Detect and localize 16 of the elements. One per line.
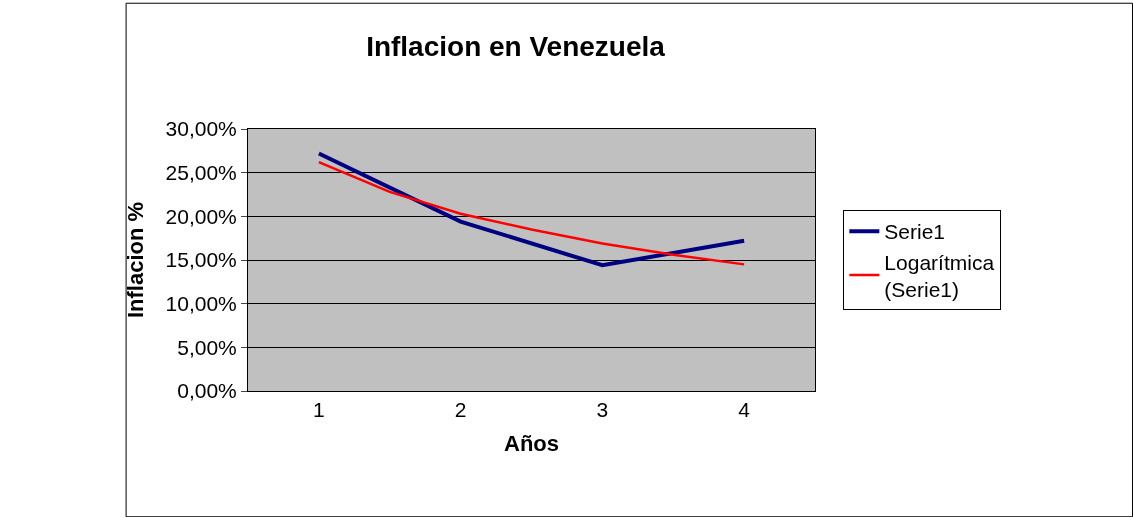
x-axis-title: Años [504, 431, 559, 457]
x-tick-label: 2 [454, 398, 467, 422]
x-tick-label: 1 [313, 398, 325, 422]
y-tick-label: 5,00% [177, 335, 237, 359]
y-tick-label: 15,00% [165, 248, 237, 272]
y-tick-label: 10,00% [165, 292, 237, 316]
y-tick-label: 30,00% [165, 117, 237, 141]
legend-label: Logarítmica (Serie1) [884, 250, 995, 301]
x-tick-label: 4 [738, 398, 751, 422]
x-tick-label: 3 [596, 398, 609, 422]
chart-title: Inflacion en Venezuela [366, 31, 666, 63]
y-axis-title: Inflacion % [123, 201, 149, 319]
legend-label: Serie1 [884, 220, 946, 244]
y-tick-label: 25,00% [165, 161, 237, 185]
y-tick-label: 0,00% [177, 379, 237, 403]
y-tick-label: 20,00% [165, 204, 237, 228]
